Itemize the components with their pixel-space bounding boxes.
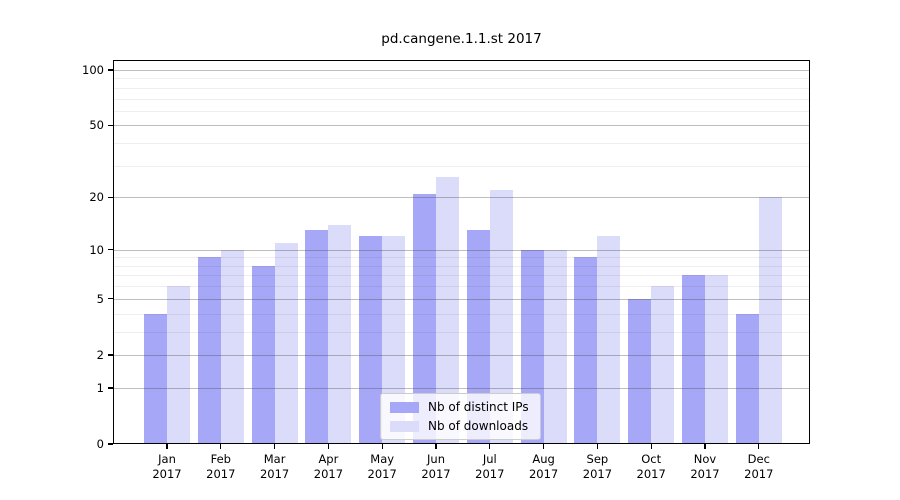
x-tick-jun [435,444,437,449]
y-tick-100 [108,69,113,71]
bar-feb-distinct-ips [197,257,221,444]
x-tick-label-jul: Jul 2017 [475,452,505,481]
y-tick-label-100: 100 [82,63,104,77]
x-tick-label-apr: Apr 2017 [313,452,344,481]
y-tick-label-5: 5 [96,291,104,306]
x-tick-label-may: May 2017 [367,452,397,481]
bar-jun-distinct-ips [413,193,436,444]
bar-apr-distinct-ips [305,230,329,444]
x-tick-label-nov: Nov 2017 [690,452,720,481]
legend-label-downloads: Nb of downloads [428,419,529,433]
bar-sep-downloads [597,236,621,444]
x-tick-jan [166,444,168,449]
bar-jun-downloads [436,176,459,444]
bar-jul-distinct-ips [466,230,490,444]
y-tick-20 [108,196,113,198]
x-tick-label-dec: Dec 2017 [744,452,774,481]
x-tick-label-aug: Aug 2017 [528,452,559,481]
y-tick-label-1: 1 [96,380,104,395]
major-gridline-2 [113,354,810,356]
bar-may-distinct-ips [359,236,383,444]
x-tick-nov [704,444,706,449]
y-tick-50 [108,124,113,127]
bar-mar-distinct-ips [251,265,275,444]
bar-nov-downloads [705,275,728,444]
legend-item-downloads: Nb of downloads [390,418,529,434]
minor-gridline-9 [113,257,810,259]
chart-title: pd.cangene.1.1.st 2017 [381,31,542,47]
bar-feb-downloads [220,249,244,444]
minor-gridline-3 [113,331,810,333]
bar-sep-distinct-ips [574,257,598,444]
major-gridline-100 [113,70,810,71]
x-tick-mar [273,444,276,449]
legend-label-distinct-ips: Nb of distinct IPs [428,400,529,414]
x-tick-apr [327,444,330,449]
legend-swatch-distinct-ips [390,401,419,413]
minor-gridline-70 [113,98,810,100]
bar-apr-downloads [328,224,352,444]
x-tick-label-feb: Feb 2017 [206,452,236,481]
y-tick-label-0: 0 [96,437,104,451]
bar-jan-distinct-ips [144,313,167,444]
y-tick-label-10: 10 [89,242,104,257]
minor-gridline-80 [113,87,810,89]
major-gridline-20 [113,197,810,199]
y-tick-label-2: 2 [96,347,104,362]
y-tick-5 [108,298,113,300]
bar-jan-downloads [167,286,190,444]
bar-may-downloads [382,236,406,444]
bar-nov-distinct-ips [682,275,705,444]
bar-oct-downloads [651,286,675,444]
minor-gridline-90 [113,78,810,80]
major-gridline-10 [113,249,810,251]
x-tick-label-sep: Sep 2017 [582,452,613,481]
plot-area [113,60,810,444]
legend-item-distinct-ips: Nb of distinct IPs [390,399,529,415]
bar-dec-downloads [758,197,782,444]
major-gridline-1 [113,387,810,389]
x-tick-label-jun: Jun 2017 [421,452,451,481]
x-tick-oct [650,444,652,449]
bar-dec-distinct-ips [735,313,759,444]
bar-mar-downloads [274,242,298,444]
x-tick-jul [489,444,491,449]
minor-gridline-7 [113,275,810,277]
x-tick-label-mar: Mar 2017 [259,452,290,481]
minor-gridline-30 [113,165,810,167]
x-tick-aug [542,444,545,449]
x-tick-sep [596,444,599,449]
y-tick-label-20: 20 [89,190,104,205]
minor-gridline-60 [113,110,810,112]
legend: Nb of distinct IPs Nb of downloads [380,393,541,440]
minor-gridline-6 [113,286,810,288]
y-tick-1 [108,387,113,389]
major-gridline-5 [113,298,810,300]
bar-aug-downloads [543,249,567,444]
minor-gridline-8 [113,265,810,267]
bar-oct-distinct-ips [628,298,652,444]
bar-jul-downloads [489,189,513,444]
y-tick-label-50: 50 [89,118,104,133]
x-tick-dec [758,444,760,449]
x-tick-label-oct: Oct 2017 [636,452,666,481]
minor-gridline-40 [113,143,810,145]
y-tick-10 [108,248,113,251]
x-tick-label-jan: Jan 2017 [152,452,182,481]
y-tick-2 [108,354,113,356]
major-gridline-50 [113,125,810,127]
legend-swatch-downloads [390,420,419,432]
x-tick-feb [220,444,222,449]
x-tick-may [381,444,383,449]
y-tick-0 [108,443,113,445]
minor-gridline-4 [113,313,810,315]
